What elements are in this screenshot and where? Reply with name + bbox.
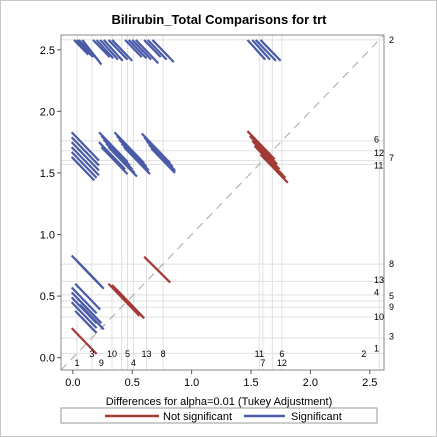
x-tick-label-1: 0.5 — [125, 377, 140, 389]
right-group-label-6: 6 — [374, 135, 379, 145]
significant-segment-19 — [254, 39, 277, 62]
significant-segment-20 — [259, 39, 282, 62]
significant-segment-7 — [102, 39, 124, 62]
x-tick-label-3: 1.5 — [243, 377, 258, 389]
bottom-group-label-12: 12 — [277, 358, 287, 368]
chart-title: Bilirubin_Total Comparisons for trt — [112, 12, 328, 27]
significant-segment-24 — [70, 146, 100, 177]
significant-segment-53 — [76, 297, 103, 324]
right-group-label-3: 3 — [389, 332, 394, 342]
significant-segment-52 — [74, 283, 101, 311]
significant-segment-48 — [70, 286, 98, 315]
y-tick-label-3: 1.5 — [40, 168, 55, 180]
significant-segment-31 — [107, 146, 138, 178]
right-group-label-2: 2 — [389, 35, 394, 45]
y-tick-label-4: 2.0 — [40, 106, 55, 118]
significant-segment-5 — [95, 39, 115, 60]
bottom-group-label-7: 7 — [260, 358, 265, 368]
x-tick-label-2: 1.0 — [184, 377, 199, 389]
significant-segment-3 — [81, 39, 103, 66]
bottom-group-label-2: 2 — [361, 349, 366, 359]
significant-segment-22 — [70, 136, 100, 167]
comparison-segments — [70, 39, 289, 355]
x-axis-label: Differences for alpha=0.01 (Tukey Adjust… — [106, 396, 333, 408]
significant-segment-6 — [99, 39, 119, 61]
legend-not-significant-label: Not significant — [163, 411, 232, 423]
significant-segment-51 — [70, 301, 98, 329]
bottom-group-label-3: 3 — [89, 349, 94, 359]
y-tick-label-2: 1.0 — [40, 230, 55, 242]
bottom-group-label-8: 8 — [161, 349, 166, 359]
right-group-label-1: 1 — [374, 343, 379, 353]
right-group-label-11: 11 — [374, 161, 383, 171]
bottom-group-label-11: 11 — [255, 349, 264, 359]
right-group-label-8: 8 — [389, 259, 394, 269]
significant-segment-11 — [127, 39, 148, 60]
not-significant-segment-10 — [257, 148, 287, 179]
x-tick-label-0: 0.0 — [65, 377, 80, 389]
legend-significant-label: Significant — [291, 411, 342, 423]
significant-segment-16 — [151, 39, 175, 63]
not-significant-segment-6 — [246, 130, 276, 161]
right-group-label-7: 7 — [389, 153, 394, 163]
right-group-label-9: 9 — [389, 302, 394, 312]
x-tick-label-5: 2.5 — [362, 377, 377, 389]
significant-segment-15 — [146, 39, 168, 61]
x-tick-label-4: 2.0 — [303, 377, 318, 389]
significant-segment-32 — [98, 141, 126, 171]
significant-segment-23 — [70, 141, 100, 172]
not-significant-segment-8 — [251, 140, 281, 171]
significant-segment-10 — [124, 39, 143, 58]
significant-segment-17 — [246, 39, 267, 61]
significant-segment-9 — [111, 39, 134, 62]
bottom-group-label-10: 10 — [107, 349, 117, 359]
y-tick-label-1: 0.5 — [40, 291, 55, 303]
y-tick-label-0: 0.0 — [40, 353, 55, 365]
significant-segment-25 — [70, 151, 98, 179]
significant-segment-14 — [143, 39, 162, 58]
right-group-label-5: 5 — [389, 291, 394, 301]
significant-segment-0 — [73, 39, 90, 56]
significant-segment-12 — [131, 39, 153, 61]
not-significant-segment-0 — [70, 327, 98, 355]
significant-segment-1 — [75, 39, 94, 58]
diagonal-reference-line — [60, 34, 385, 371]
significant-segment-13 — [135, 39, 160, 65]
right-group-label-10: 10 — [374, 312, 384, 322]
plot-area — [60, 34, 385, 371]
significant-segment-26 — [70, 156, 96, 182]
not-significant-segment-11 — [259, 153, 289, 184]
not-significant-segment-1 — [107, 283, 141, 317]
axis-ticks: 0.0 0.5 1.0 1.5 2.0 2.5 0.0 0.5 1.0 1.5 2.0 2.5 — [40, 45, 378, 389]
significant-segment-43 — [150, 147, 176, 174]
bottom-group-label-4: 4 — [131, 358, 136, 368]
bottom-group-label-13: 13 — [141, 349, 151, 359]
right-group-label-12: 12 — [374, 148, 384, 158]
significant-segment-55 — [74, 310, 98, 334]
not-significant-segment-7 — [249, 135, 278, 166]
bottom-group-label-1: 1 — [75, 358, 80, 368]
bottom-group-label-5: 5 — [125, 349, 130, 359]
significant-segment-21 — [70, 131, 100, 162]
significant-segment-33 — [100, 146, 129, 175]
legend: Not significant Significant — [60, 407, 378, 424]
right-group-label-13: 13 — [374, 275, 384, 285]
reference-lines — [61, 35, 384, 370]
significant-segment-18 — [251, 39, 271, 61]
bottom-group-label-9: 9 — [99, 358, 104, 368]
not-significant-segment-4 — [116, 289, 145, 320]
legend-box — [60, 407, 378, 424]
significant-segment-8 — [107, 39, 129, 61]
significant-segment-4 — [92, 39, 111, 58]
significant-segment-54 — [79, 303, 105, 331]
significant-segment-47 — [81, 265, 105, 290]
bottom-group-label-6: 6 — [279, 349, 284, 359]
not-significant-segment-5 — [143, 255, 172, 284]
right-group-label-4: 4 — [374, 287, 379, 297]
significant-segment-38 — [123, 146, 151, 175]
y-tick-label-5: 2.5 — [40, 45, 55, 57]
